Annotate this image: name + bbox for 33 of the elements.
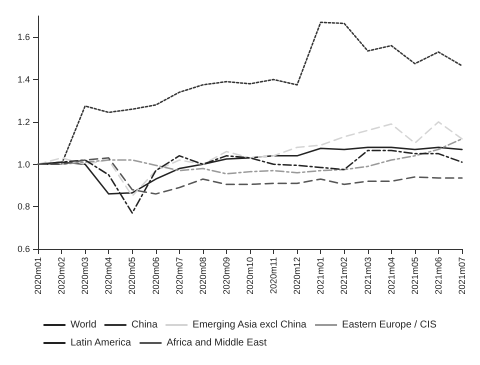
line-series xyxy=(37,157,463,195)
x-tick-label: 2020m05 xyxy=(127,257,138,295)
x-tick-label: 2021m05 xyxy=(410,257,420,295)
legend-label: Latin America xyxy=(70,338,132,348)
legend-label: Eastern Europe / CIS xyxy=(342,320,437,330)
y-tick-label: 1.0 xyxy=(17,159,30,170)
x-tick-label: 2020m09 xyxy=(221,257,232,295)
legend-label: Africa and Middle East xyxy=(166,338,267,348)
x-tick-label: 2020m03 xyxy=(80,257,90,295)
x-tick-label: 2020m06 xyxy=(150,257,161,295)
x-tick-label: 2020m10 xyxy=(245,257,255,295)
legend-label: China xyxy=(131,320,158,330)
y-tick-label: 1.4 xyxy=(17,74,30,85)
y-tick-label: 0.8 xyxy=(17,202,30,212)
x-tick-label: 2020m04 xyxy=(104,257,114,295)
x-tick-label: 2021m01 xyxy=(316,257,326,295)
y-tick-label: 1.6 xyxy=(17,32,30,42)
legend-label: Emerging Asia excl China xyxy=(192,320,307,330)
x-tick-label: 2020m12 xyxy=(292,257,302,295)
y-tick-label: 0.6 xyxy=(17,244,30,254)
x-tick-label: 2020m08 xyxy=(198,257,208,295)
legend-label: World xyxy=(70,320,96,330)
line-series xyxy=(37,121,463,197)
x-tick-label: 2021m02 xyxy=(339,257,350,295)
y-tick-label: 1.2 xyxy=(17,116,30,127)
x-tick-label: 2021m06 xyxy=(433,257,444,295)
x-tick-label: 2020m02 xyxy=(56,257,67,295)
x-tick-label: 2021m04 xyxy=(386,257,396,295)
x-tick-label: 2020m07 xyxy=(174,257,184,295)
x-tick-label: 2021m03 xyxy=(362,257,373,295)
x-tick-label: 2021m07 xyxy=(457,257,467,295)
x-tick-label: 2020m01 xyxy=(33,257,43,295)
x-tick-label: 2020m11 xyxy=(268,257,279,294)
